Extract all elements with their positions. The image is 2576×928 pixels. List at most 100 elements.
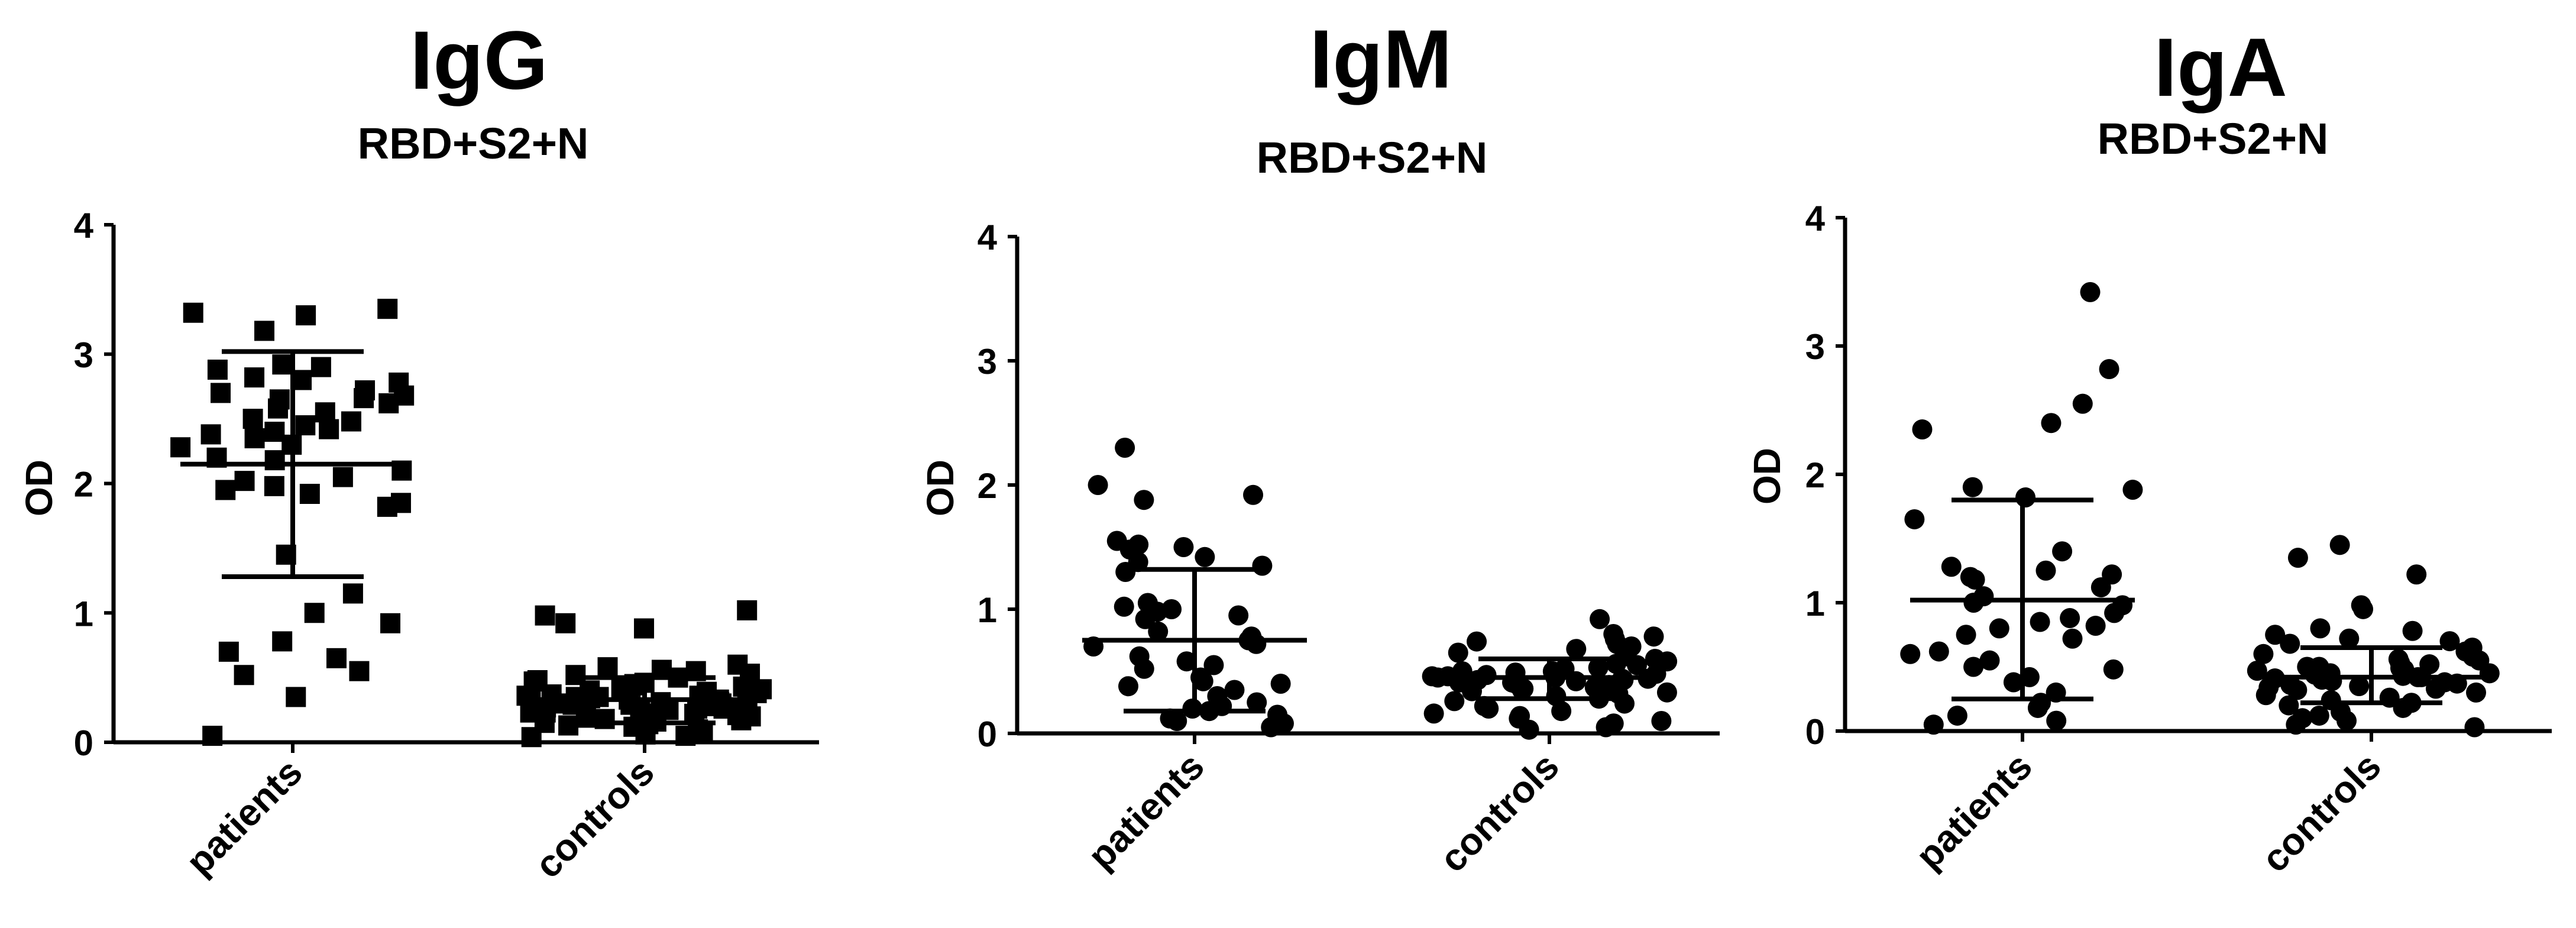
data-point	[1114, 596, 1134, 617]
data-point	[1444, 691, 1465, 712]
data-point	[310, 357, 331, 377]
y-tick-label: 3	[978, 342, 997, 381]
data-point	[2062, 628, 2083, 649]
data-point	[2336, 710, 2357, 731]
data-point	[2080, 282, 2101, 302]
data-point	[1134, 490, 1154, 510]
data-point	[215, 480, 236, 500]
category-label: controls	[1431, 745, 1567, 880]
data-point	[2425, 678, 2446, 699]
data-point	[1261, 717, 1281, 738]
data-point	[2339, 628, 2360, 649]
data-point	[211, 383, 231, 403]
y-tick-label: 4	[978, 218, 998, 257]
y-tick-label: 3	[1805, 327, 1825, 367]
data-point	[272, 631, 293, 652]
data-point	[1195, 547, 1215, 567]
data-point	[2353, 599, 2374, 619]
data-point	[2046, 710, 2067, 731]
data-point	[378, 393, 399, 413]
y-tick-label: 0	[1805, 712, 1825, 752]
data-point	[1115, 438, 1135, 458]
data-point	[218, 641, 239, 662]
data-point	[1596, 717, 1616, 738]
panel-igm: IgM RBD+S2+N OD 0 1 2 3 4 patients controls	[919, 12, 1720, 880]
data-point	[597, 657, 618, 678]
data-point	[2287, 548, 2308, 568]
y-tick-label: 1	[1805, 584, 1825, 623]
data-point	[2466, 682, 2487, 703]
data-point	[1588, 657, 1609, 678]
data-point	[2322, 671, 2342, 691]
data-point	[535, 605, 555, 626]
data-point	[183, 302, 203, 323]
data-point	[349, 661, 370, 681]
data-point	[1963, 593, 1984, 613]
panel-iga: IgA RBD+S2+N OD 0 1 2 3 4 patients controls	[1746, 21, 2552, 880]
data-point	[234, 665, 254, 686]
panel-subtitle: RBD+S2+N	[358, 119, 589, 168]
data-marks	[1082, 438, 1678, 740]
y-axis-label: OD	[18, 460, 60, 516]
data-point	[242, 409, 263, 429]
data-point	[2329, 535, 2350, 555]
data-point	[634, 618, 655, 639]
y-tick-label: 4	[1805, 199, 1826, 238]
data-point	[558, 715, 579, 736]
panel-title: IgA	[2154, 21, 2287, 114]
data-point	[1252, 555, 1273, 576]
data-point	[1135, 609, 1156, 629]
data-point	[1512, 680, 1532, 700]
data-point	[2402, 620, 2423, 641]
y-tick-label: 0	[978, 714, 997, 754]
data-point	[377, 299, 398, 319]
data-point	[1912, 419, 1933, 440]
data-point	[272, 354, 293, 375]
data-point	[1247, 692, 1267, 713]
data-point	[296, 305, 316, 326]
data-point	[1551, 701, 1572, 722]
data-point	[2309, 705, 2329, 726]
panel-subtitle: RBD+S2+N	[1257, 133, 1488, 182]
data-point	[1467, 631, 1487, 652]
data-point	[299, 484, 320, 504]
data-point	[2286, 714, 2306, 735]
data-point	[332, 467, 353, 487]
y-tick-label: 0	[74, 723, 93, 763]
data-point	[1923, 714, 1944, 735]
y-axis-label: OD	[919, 460, 962, 516]
category-label: controls	[2253, 745, 2389, 880]
data-point	[1962, 477, 1983, 497]
axes: 0 1 2 3 4 patients controls	[978, 218, 1720, 880]
data-point	[286, 687, 306, 707]
data-point	[1423, 703, 1444, 724]
data-point	[264, 450, 285, 471]
data-point	[2255, 685, 2276, 706]
data-point	[1228, 605, 1249, 626]
data-point	[264, 422, 285, 442]
data-point	[2287, 680, 2308, 700]
data-point	[594, 709, 615, 729]
panel-subtitle: RBD+S2+N	[2098, 114, 2329, 163]
data-point	[2027, 697, 2048, 718]
data-point	[200, 424, 221, 445]
data-point	[170, 437, 191, 458]
data-point	[1904, 509, 1925, 529]
data-point	[1173, 537, 1194, 557]
category-label: patients	[1079, 745, 1212, 877]
data-point	[2279, 695, 2299, 716]
data-point	[635, 724, 656, 745]
data-point	[1246, 633, 1267, 654]
data-point	[1651, 711, 1672, 731]
data-point	[380, 613, 401, 633]
data-point	[1203, 655, 1224, 675]
data-point	[202, 726, 223, 746]
data-point	[315, 402, 335, 423]
data-point	[2015, 487, 2036, 508]
data-point	[319, 419, 339, 439]
data-point	[2085, 616, 2106, 636]
data-point	[2090, 577, 2111, 597]
data-point	[1566, 639, 1587, 659]
data-point	[377, 496, 397, 517]
